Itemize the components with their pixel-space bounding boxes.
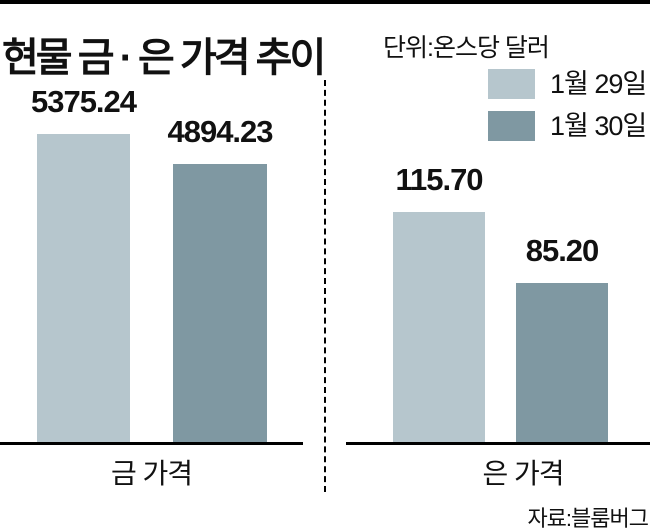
bar-value-gold-jan30: 4894.23 [167,114,273,149]
bar-value-silver-jan29: 115.70 [395,162,483,197]
bar-gold-jan30: 4894.23 [167,114,274,443]
top-border-rule [0,0,650,4]
bar-silver-jan30: 85.20 [516,233,608,443]
bar-value-silver-jan30: 85.20 [525,233,600,268]
source-credit: 자료:블룸버그 [527,506,649,531]
panel-divider-dashed-line [324,80,326,492]
legend-label-jan30: 1월 30일 [550,111,647,141]
legend-swatch-jan29 [488,69,535,99]
chart-title: 현물 금 · 은 가격 추이 [2,35,326,80]
bar-silver-jan29: 115.70 [393,162,485,443]
silver-axis-baseline [346,442,650,445]
silver-axis-label: 은 가격 [482,458,564,489]
legend-swatch-jan30 [488,111,535,141]
legend-label-jan29: 1월 29일 [550,69,647,99]
gold-axis-label: 금 가격 [110,458,193,489]
bar-value-gold-jan29: 5375.24 [30,84,137,119]
bar-gold-jan29: 5375.24 [31,84,137,443]
gold-axis-baseline [0,442,303,445]
unit-label: 단위:온스당 달러 [383,34,550,62]
